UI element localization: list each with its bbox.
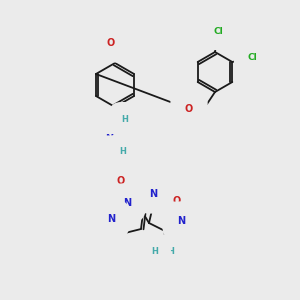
Text: N: N [159, 250, 167, 260]
Text: Cl: Cl [213, 28, 223, 37]
Text: O: O [185, 104, 193, 114]
Text: O: O [117, 176, 125, 186]
Text: N: N [105, 134, 113, 144]
Text: O: O [107, 38, 115, 48]
Text: N: N [107, 214, 115, 224]
Text: O: O [173, 196, 181, 206]
Text: N: N [109, 150, 117, 160]
Text: H: H [120, 146, 126, 155]
Text: H: H [152, 247, 158, 256]
Text: N: N [177, 216, 185, 226]
Text: N: N [123, 198, 131, 208]
Text: N: N [149, 189, 157, 199]
Text: H: H [122, 115, 128, 124]
Text: Cl: Cl [248, 53, 257, 62]
Text: H: H [168, 247, 174, 256]
